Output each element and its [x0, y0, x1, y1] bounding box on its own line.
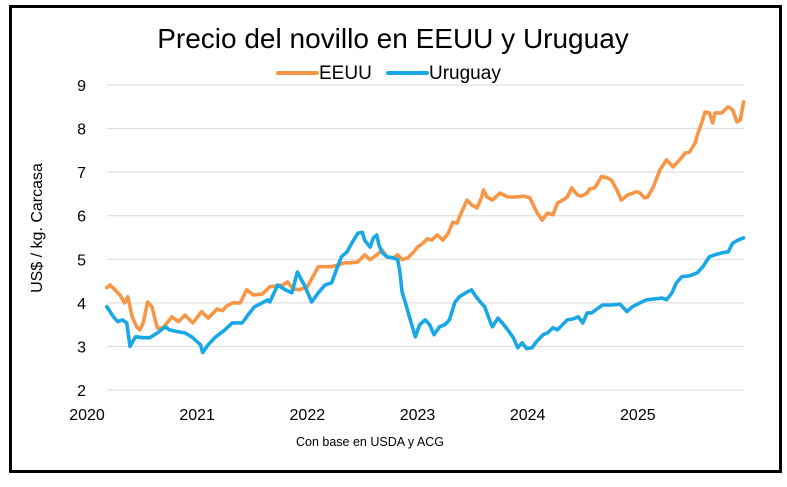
y-tick-label: 7: [77, 165, 86, 182]
x-tick-label: 2021: [179, 407, 215, 424]
legend: EEUU Uruguay: [276, 63, 501, 84]
y-tick-label: 4: [77, 296, 86, 313]
legend-label-eeuu: EEUU: [319, 63, 372, 84]
x-tick-label: 2022: [290, 407, 326, 424]
x-axis-ticks: 2020 2021 2022 2023 2024 2025: [69, 407, 656, 424]
series-line-eeuu: [105, 100, 746, 332]
gridlines: [107, 84, 744, 391]
x-tick-label: 2024: [510, 407, 546, 424]
series-line-uruguay: [105, 230, 746, 355]
legend-label-uruguay: Uruguay: [429, 63, 501, 84]
y-tick-label: 2: [77, 383, 86, 400]
y-tick-label: 8: [77, 122, 86, 139]
x-tick-label: 2023: [400, 407, 436, 424]
y-tick-label: 5: [77, 252, 86, 269]
y-tick-label: 9: [77, 78, 86, 95]
y-axis-ticks: 2 3 4 5 6 7 8 9: [77, 78, 86, 400]
y-axis-label: US$ / kg. Carcasa: [29, 163, 46, 293]
x-tick-label: 2025: [620, 407, 656, 424]
chart-title: Precio del novillo en EEUU y Uruguay: [157, 23, 629, 54]
x-tick-label: 2020: [69, 407, 105, 424]
y-tick-label: 6: [77, 209, 86, 226]
y-tick-label: 3: [77, 339, 86, 356]
source-note: Con base en USDA y ACG: [296, 435, 444, 449]
series-layer: [105, 100, 746, 355]
chart-frame: [9, 5, 782, 473]
